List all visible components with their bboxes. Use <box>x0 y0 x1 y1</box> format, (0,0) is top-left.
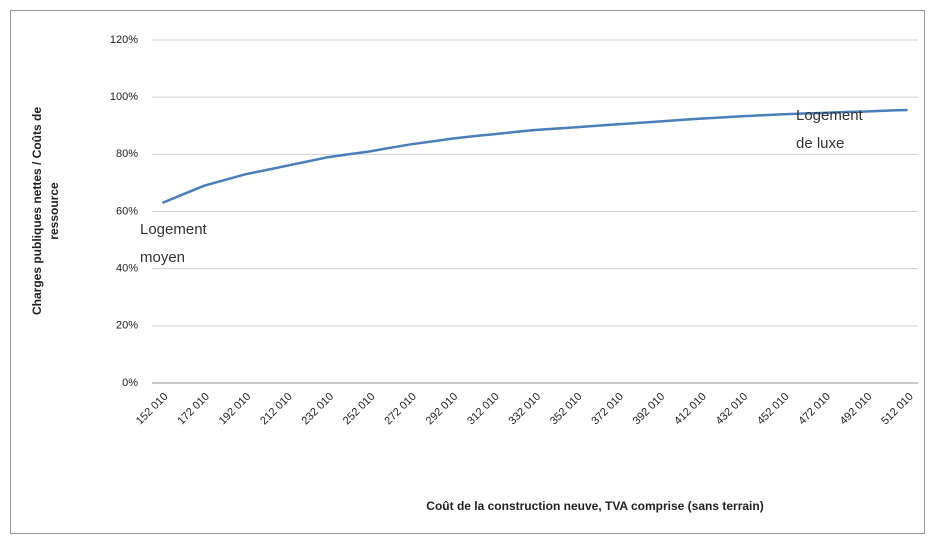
annotation: de luxe <box>796 135 844 152</box>
y-tick-label: 120% <box>110 34 138 46</box>
chart-border <box>10 10 925 534</box>
annotation: moyen <box>140 249 185 266</box>
y-tick-label: 20% <box>116 320 138 332</box>
y-axis-label: Charges publiques nettes / Coûts de ress… <box>30 107 61 315</box>
annotation: Logement <box>796 107 864 124</box>
y-tick-label: 60% <box>116 205 138 217</box>
y-tick-label: 100% <box>110 91 138 103</box>
line <box>161 108 908 205</box>
y-axis-label-line: ressource <box>47 182 61 240</box>
x-axis-label: Coût de la construction neuve, TVA compr… <box>426 499 763 513</box>
y-tick-label: 0% <box>122 377 138 389</box>
y-axis-label-line: Charges publiques nettes / Coûts de <box>30 107 44 315</box>
annotation: Logement <box>140 221 208 238</box>
y-tick-label: 40% <box>116 263 138 275</box>
y-tick-label: 80% <box>116 148 138 160</box>
